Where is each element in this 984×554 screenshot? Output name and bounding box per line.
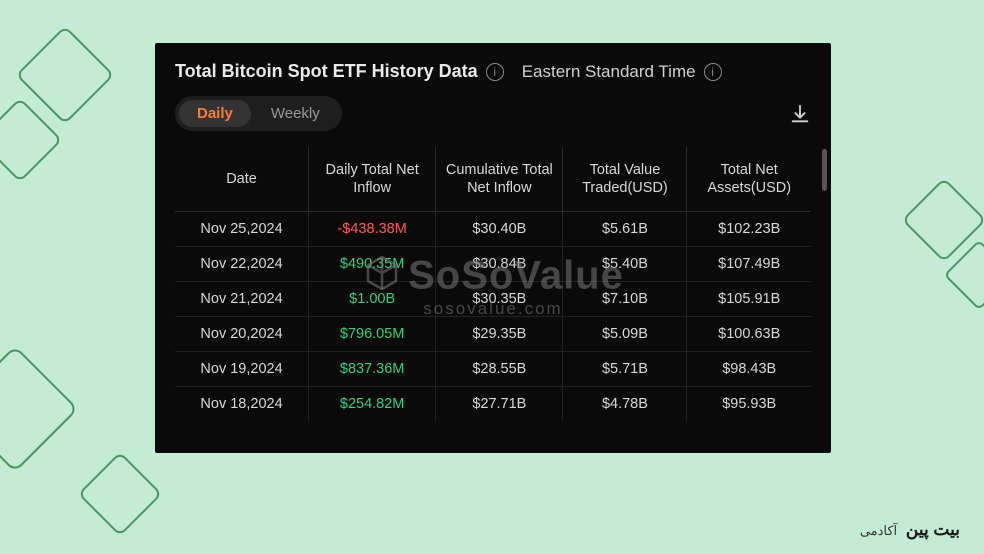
etf-table: Date Daily Total Net Inflow Cumulative T… bbox=[175, 147, 811, 421]
cell-cum: $28.55B bbox=[436, 352, 563, 387]
download-icon[interactable] bbox=[789, 103, 811, 125]
cell-traded: $5.61B bbox=[563, 212, 687, 247]
table-body: Nov 25,2024 -$438.38M $30.40B $5.61B $10… bbox=[175, 212, 811, 422]
cell-inflow: -$438.38M bbox=[309, 212, 436, 247]
col-traded: Total Value Traded(USD) bbox=[563, 147, 687, 212]
footer-brand: بیت پین آکادمی bbox=[860, 520, 960, 540]
col-inflow: Daily Total Net Inflow bbox=[309, 147, 436, 212]
table-row: Nov 20,2024 $796.05M $29.35B $5.09B $100… bbox=[175, 317, 811, 352]
table-row: Nov 25,2024 -$438.38M $30.40B $5.61B $10… bbox=[175, 212, 811, 247]
table-row: Nov 22,2024 $490.35M $30.84B $5.40B $107… bbox=[175, 247, 811, 282]
info-icon[interactable]: i bbox=[704, 63, 722, 81]
cell-date: Nov 22,2024 bbox=[175, 247, 309, 282]
col-cum: Cumulative Total Net Inflow bbox=[436, 147, 563, 212]
tab-daily[interactable]: Daily bbox=[179, 100, 251, 127]
table-row: Nov 19,2024 $837.36M $28.55B $5.71B $98.… bbox=[175, 352, 811, 387]
bg-shape bbox=[78, 452, 163, 537]
cell-date: Nov 18,2024 bbox=[175, 387, 309, 422]
footer-brand-main: بیت پین bbox=[906, 520, 960, 539]
cell-inflow: $837.36M bbox=[309, 352, 436, 387]
cell-date: Nov 19,2024 bbox=[175, 352, 309, 387]
tabs-row: Daily Weekly bbox=[175, 96, 811, 131]
cell-inflow: $490.35M bbox=[309, 247, 436, 282]
cell-cum: $29.35B bbox=[436, 317, 563, 352]
panel-title: Total Bitcoin Spot ETF History Data bbox=[175, 61, 478, 82]
timezone-label: Eastern Standard Time bbox=[522, 62, 696, 82]
cell-inflow: $254.82M bbox=[309, 387, 436, 422]
cell-assets: $105.91B bbox=[687, 282, 811, 317]
etf-panel: Total Bitcoin Spot ETF History Data i Ea… bbox=[155, 43, 831, 453]
cell-assets: $102.23B bbox=[687, 212, 811, 247]
cell-assets: $100.63B bbox=[687, 317, 811, 352]
cell-cum: $30.84B bbox=[436, 247, 563, 282]
cell-date: Nov 21,2024 bbox=[175, 282, 309, 317]
cell-date: Nov 20,2024 bbox=[175, 317, 309, 352]
cell-traded: $4.78B bbox=[563, 387, 687, 422]
panel-header: Total Bitcoin Spot ETF History Data i Ea… bbox=[175, 61, 811, 82]
bg-shape bbox=[0, 345, 79, 472]
cell-inflow: $796.05M bbox=[309, 317, 436, 352]
frequency-tabs: Daily Weekly bbox=[175, 96, 342, 131]
cell-assets: $107.49B bbox=[687, 247, 811, 282]
table-header-row: Date Daily Total Net Inflow Cumulative T… bbox=[175, 147, 811, 212]
cell-traded: $5.40B bbox=[563, 247, 687, 282]
cell-cum: $27.71B bbox=[436, 387, 563, 422]
table-wrap: Date Daily Total Net Inflow Cumulative T… bbox=[175, 147, 811, 421]
cell-cum: $30.35B bbox=[436, 282, 563, 317]
cell-traded: $7.10B bbox=[563, 282, 687, 317]
cell-traded: $5.71B bbox=[563, 352, 687, 387]
table-row: Nov 21,2024 $1.00B $30.35B $7.10B $105.9… bbox=[175, 282, 811, 317]
cell-inflow: $1.00B bbox=[309, 282, 436, 317]
tab-weekly[interactable]: Weekly bbox=[253, 100, 338, 127]
cell-assets: $95.93B bbox=[687, 387, 811, 422]
scrollbar-thumb[interactable] bbox=[822, 149, 827, 191]
footer-brand-sub: آکادمی bbox=[860, 523, 897, 538]
cell-traded: $5.09B bbox=[563, 317, 687, 352]
cell-cum: $30.40B bbox=[436, 212, 563, 247]
col-assets: Total Net Assets(USD) bbox=[687, 147, 811, 212]
table-row: Nov 18,2024 $254.82M $27.71B $4.78B $95.… bbox=[175, 387, 811, 422]
cell-date: Nov 25,2024 bbox=[175, 212, 309, 247]
col-date: Date bbox=[175, 147, 309, 212]
info-icon[interactable]: i bbox=[486, 63, 504, 81]
cell-assets: $98.43B bbox=[687, 352, 811, 387]
